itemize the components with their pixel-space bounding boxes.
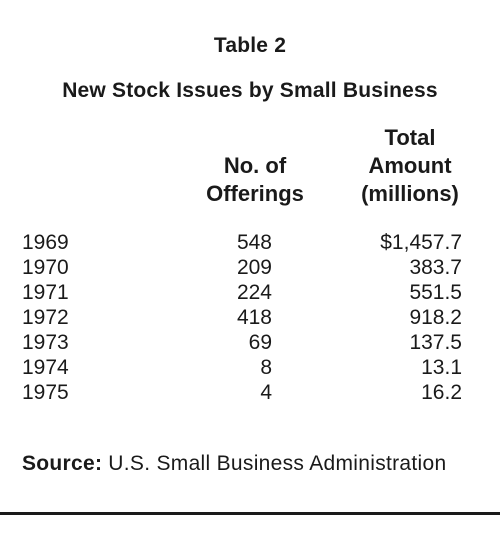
amount-cell: 551.5 <box>409 281 462 304</box>
source-text: U.S. Small Business Administration <box>108 452 447 475</box>
offerings-cell: 224 <box>236 281 272 304</box>
amount-cell: $1,457.7 <box>380 231 462 254</box>
year-cell: 1971 <box>22 281 69 304</box>
table-row: 1969 548 $1,457.7 <box>0 230 500 255</box>
bottom-rule <box>0 512 500 515</box>
year-cell: 1969 <box>22 231 69 254</box>
year-cell: 1975 <box>22 381 69 404</box>
table-row: 1974 8 13.1 <box>0 355 500 380</box>
amount-cell: 13.1 <box>421 356 462 379</box>
table-body: 1969 548 $1,457.7 1970 209 383.7 1971 22… <box>0 230 500 405</box>
amount-column-header: Total Amount (millions) <box>340 124 480 208</box>
year-cell: 1974 <box>22 356 69 379</box>
amount-cell: 918.2 <box>409 306 462 329</box>
table-row: 1971 224 551.5 <box>0 280 500 305</box>
source-label: Source: <box>22 452 103 475</box>
amount-header-line: (millions) <box>361 181 459 206</box>
amount-cell: 383.7 <box>409 256 462 279</box>
year-cell: 1973 <box>22 331 69 354</box>
amount-header-line: Total <box>384 125 436 150</box>
source-note: Source: U.S. Small Business Administratio… <box>22 448 482 479</box>
table-row: 1972 418 918.2 <box>0 305 500 330</box>
offerings-header-line: No. of <box>223 153 287 178</box>
offerings-column-header: No. of Offerings <box>190 152 320 208</box>
offerings-cell: 4 <box>260 381 272 404</box>
table-row: 1973 69 137.5 <box>0 330 500 355</box>
amount-header-line: Amount <box>368 153 452 178</box>
table-title: Table 2 <box>213 34 287 57</box>
offerings-cell: 8 <box>260 356 272 379</box>
amount-cell: 16.2 <box>421 381 462 404</box>
table-subtitle: New Stock Issues by Small Business <box>62 79 438 102</box>
table-row: 1975 4 16.2 <box>0 380 500 405</box>
table-row: 1970 209 383.7 <box>0 255 500 280</box>
offerings-cell: 69 <box>248 331 272 354</box>
amount-cell: 137.5 <box>409 331 462 354</box>
year-cell: 1970 <box>22 256 69 279</box>
offerings-header-line: Offerings <box>206 181 304 206</box>
offerings-cell: 548 <box>236 231 272 254</box>
offerings-cell: 418 <box>236 306 272 329</box>
offerings-cell: 209 <box>236 256 272 279</box>
year-cell: 1972 <box>22 306 69 329</box>
